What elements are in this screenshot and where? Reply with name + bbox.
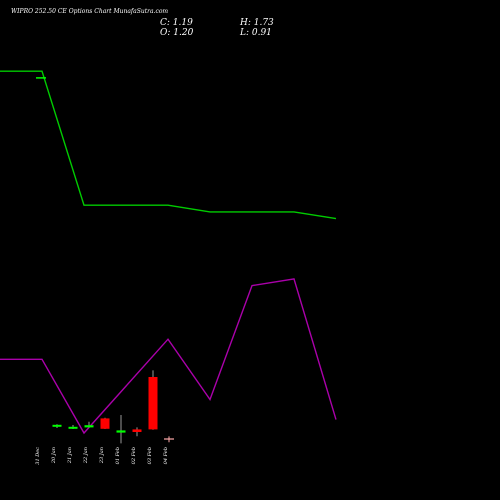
open-value: O: 1.20 (160, 28, 194, 38)
candle-body (148, 377, 158, 430)
x-tick-label: 01 Feb (115, 447, 121, 464)
x-tick-label: 04 Feb (163, 447, 169, 464)
x-tick-label: 22 Jan (83, 447, 89, 464)
x-tick-label: 02 Feb (131, 447, 137, 464)
candle-body (100, 418, 110, 429)
close-value: C: 1.19 (160, 18, 193, 28)
candle-body (132, 429, 142, 432)
candle-body (84, 425, 94, 428)
chart-title: WIPRO 252.50 CE Options Chart MunafaSutr… (11, 8, 169, 15)
x-tick-label: 23 Jan (99, 447, 105, 464)
high-value: H: 1.73 (240, 18, 274, 28)
x-tick-label: 03 Feb (147, 447, 153, 464)
candle-body (68, 426, 78, 429)
x-tick-label: 21 Jan (67, 447, 73, 464)
low-value: L: 0.91 (240, 28, 272, 38)
series-line-1 (0, 70, 337, 220)
x-tick-label: 20 Jan (51, 447, 57, 464)
x-tick-label: 31 Dec (35, 447, 41, 465)
candle-body (52, 424, 62, 427)
series-line-2 (0, 278, 337, 435)
candle-body (116, 430, 126, 433)
